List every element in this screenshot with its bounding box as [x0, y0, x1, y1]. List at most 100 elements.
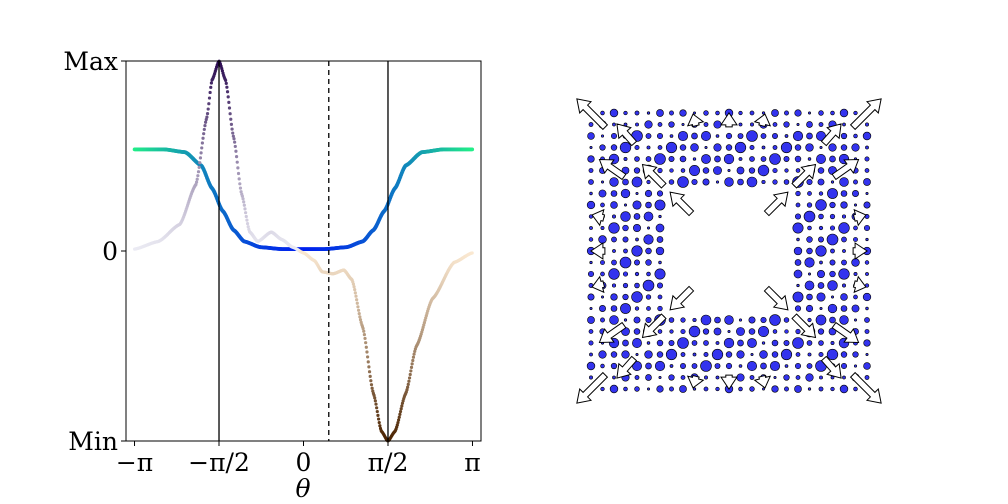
y-tick-label: Max	[63, 47, 118, 76]
site-dot	[865, 192, 869, 196]
site-dot	[635, 237, 639, 242]
series-2-point	[205, 112, 210, 116]
site-dot	[656, 132, 664, 140]
site-dot	[680, 363, 686, 369]
site-dot	[715, 110, 720, 116]
vector-arrow	[753, 113, 772, 128]
site-dot	[623, 110, 628, 116]
site-dot	[839, 177, 849, 187]
site-dot	[828, 143, 837, 152]
series-2-point	[375, 406, 379, 410]
series-2-point	[226, 95, 230, 99]
series-2-point	[235, 160, 239, 164]
site-dot	[643, 234, 654, 245]
site-dot	[738, 386, 743, 392]
site-dot	[842, 249, 846, 253]
site-dot	[645, 133, 652, 139]
site-dot	[840, 201, 848, 209]
site-dot	[772, 133, 778, 139]
site-dot	[840, 305, 848, 312]
site-dot	[759, 350, 768, 359]
site-dot	[608, 222, 620, 234]
site-dot	[793, 269, 803, 279]
site-dot	[749, 375, 755, 380]
site-dot	[819, 260, 823, 265]
site-dot	[818, 386, 824, 392]
vector-arrow	[763, 191, 789, 217]
site-dot	[669, 110, 674, 116]
site-dot	[713, 327, 722, 336]
site-dot	[634, 282, 640, 289]
series-2-point	[361, 326, 365, 331]
vector-arrow	[598, 321, 627, 343]
site-dot	[829, 225, 836, 231]
site-dot	[703, 110, 709, 116]
site-dot	[761, 387, 765, 391]
site-dot	[841, 214, 847, 219]
site-dot	[609, 384, 619, 394]
reference-lines	[218, 61, 389, 441]
site-dot	[642, 279, 655, 292]
site-dot	[772, 122, 778, 127]
series-2-point	[207, 96, 212, 100]
series-2-point	[409, 365, 414, 369]
site-dot	[804, 280, 815, 291]
vector-arrow	[831, 159, 860, 181]
site-dot	[634, 110, 640, 116]
site-dot	[599, 305, 606, 312]
site-dot	[691, 132, 698, 140]
vector-arrow	[616, 123, 638, 147]
site-dot	[818, 236, 824, 243]
site-dot	[747, 338, 757, 348]
series-2-point	[398, 409, 403, 414]
site-dot	[829, 270, 836, 278]
site-dot	[818, 225, 824, 231]
site-dot	[600, 317, 605, 323]
site-dot	[830, 110, 835, 116]
series-2-point	[470, 251, 474, 255]
site-dot	[725, 362, 733, 370]
site-dot	[807, 317, 812, 323]
site-dot	[713, 120, 722, 129]
site-dot	[623, 203, 627, 207]
series-2-point	[239, 190, 243, 194]
site-dot	[805, 373, 814, 382]
site-dot	[610, 144, 618, 151]
site-dot	[646, 145, 651, 150]
site-dot	[635, 352, 639, 356]
series-2-point	[238, 182, 242, 186]
series-2-point	[407, 379, 411, 383]
site-dot	[669, 364, 674, 368]
site-dot	[725, 132, 733, 140]
series-2-point	[409, 369, 413, 373]
site-dot	[679, 109, 687, 117]
site-dot	[587, 155, 595, 163]
series-2-point	[399, 407, 403, 411]
series-2-point	[412, 352, 416, 356]
site-dot	[817, 270, 825, 278]
site-dot	[704, 146, 708, 150]
series-2-point	[244, 214, 248, 219]
series-2-point	[367, 365, 371, 369]
site-dot	[723, 153, 735, 165]
site-dot	[795, 190, 801, 197]
site-dot	[645, 201, 652, 209]
site-dot	[586, 361, 596, 371]
site-dot	[805, 143, 814, 152]
site-dot	[865, 272, 869, 276]
vector-arrows	[576, 98, 882, 404]
site-dot	[864, 317, 870, 323]
series-2-point	[231, 134, 235, 138]
site-dot	[807, 387, 812, 391]
series-2-point	[377, 420, 381, 425]
series-2-point	[352, 285, 356, 289]
site-dot	[655, 223, 665, 233]
site-dot	[589, 375, 593, 380]
site-dot	[589, 306, 593, 310]
site-dot	[610, 201, 618, 209]
vector-arrow	[669, 191, 695, 217]
site-dot	[771, 109, 779, 117]
site-dot	[646, 341, 651, 345]
site-dot	[815, 314, 827, 326]
site-dot	[689, 165, 700, 176]
